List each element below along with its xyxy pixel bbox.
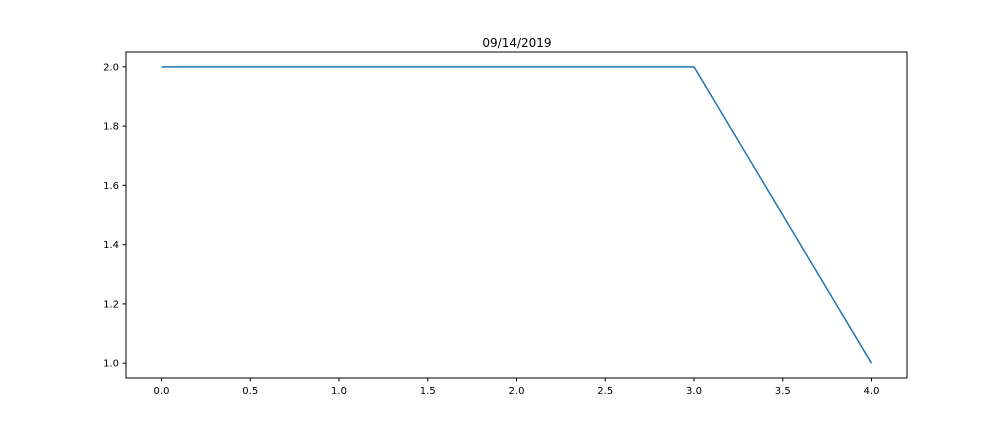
y-tick-label: 1.4 xyxy=(103,240,119,251)
x-tick-label: 4.0 xyxy=(864,386,880,397)
y-tick-label: 1.8 xyxy=(103,122,119,133)
y-tick-label: 1.2 xyxy=(103,299,119,310)
y-tick-label: 1.0 xyxy=(103,359,119,370)
chart-title: 09/14/2019 xyxy=(482,36,551,50)
plot-axes: 0.0 0.5 1.0 1.5 2.0 2.5 3.0 3.5 4.0 1.0 1.2 1.4 1.6 1… xyxy=(103,62,879,397)
x-tick-label: 3.0 xyxy=(686,386,702,397)
x-tick-label: 1.0 xyxy=(331,386,347,397)
x-tick-label: 0.0 xyxy=(154,386,170,397)
series-line xyxy=(161,66,873,364)
x-tick-label: 0.5 xyxy=(242,386,258,397)
series-layer xyxy=(161,66,873,364)
x-tick-label: 2.0 xyxy=(509,386,525,397)
x-tick-label: 3.5 xyxy=(775,386,791,397)
plot-frame xyxy=(125,51,908,379)
x-tick-label: 1.5 xyxy=(420,386,436,397)
y-tick-label: 1.6 xyxy=(103,181,119,192)
x-tick-label: 2.5 xyxy=(597,386,613,397)
y-tick-label: 2.0 xyxy=(103,62,119,73)
